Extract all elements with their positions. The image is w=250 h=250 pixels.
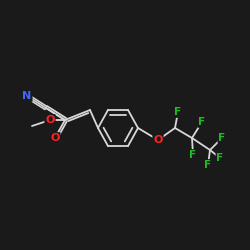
Text: F: F <box>204 160 212 170</box>
Text: O: O <box>45 115 55 125</box>
Text: F: F <box>190 150 196 160</box>
Text: F: F <box>218 133 226 143</box>
Text: F: F <box>216 153 224 163</box>
Text: F: F <box>198 117 205 127</box>
Text: F: F <box>174 107 182 117</box>
Text: N: N <box>22 91 32 101</box>
Text: O: O <box>153 135 163 145</box>
Text: O: O <box>50 133 60 143</box>
